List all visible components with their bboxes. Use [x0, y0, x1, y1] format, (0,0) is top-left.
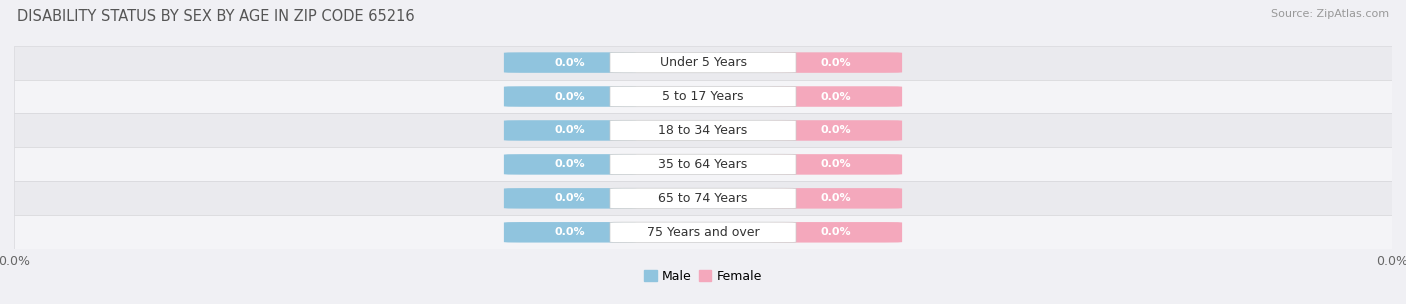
Text: DISABILITY STATUS BY SEX BY AGE IN ZIP CODE 65216: DISABILITY STATUS BY SEX BY AGE IN ZIP C… — [17, 9, 415, 24]
Text: 0.0%: 0.0% — [555, 126, 585, 136]
Text: 0.0%: 0.0% — [555, 159, 585, 169]
FancyBboxPatch shape — [503, 188, 636, 209]
Text: 0.0%: 0.0% — [821, 159, 851, 169]
FancyBboxPatch shape — [14, 46, 1392, 80]
FancyBboxPatch shape — [503, 52, 636, 73]
FancyBboxPatch shape — [14, 147, 1392, 181]
FancyBboxPatch shape — [770, 154, 903, 175]
Text: Source: ZipAtlas.com: Source: ZipAtlas.com — [1271, 9, 1389, 19]
Text: 18 to 34 Years: 18 to 34 Years — [658, 124, 748, 137]
Text: 0.0%: 0.0% — [821, 193, 851, 203]
FancyBboxPatch shape — [610, 120, 796, 141]
FancyBboxPatch shape — [770, 52, 903, 73]
FancyBboxPatch shape — [503, 120, 636, 141]
Text: 0.0%: 0.0% — [821, 57, 851, 67]
FancyBboxPatch shape — [770, 86, 903, 107]
Text: 0.0%: 0.0% — [821, 92, 851, 102]
FancyBboxPatch shape — [503, 222, 636, 243]
Text: 0.0%: 0.0% — [555, 57, 585, 67]
Text: 0.0%: 0.0% — [555, 92, 585, 102]
Text: Under 5 Years: Under 5 Years — [659, 56, 747, 69]
Text: 0.0%: 0.0% — [555, 227, 585, 237]
FancyBboxPatch shape — [610, 222, 796, 243]
FancyBboxPatch shape — [770, 188, 903, 209]
Text: 65 to 74 Years: 65 to 74 Years — [658, 192, 748, 205]
Text: 5 to 17 Years: 5 to 17 Years — [662, 90, 744, 103]
FancyBboxPatch shape — [610, 188, 796, 209]
FancyBboxPatch shape — [610, 154, 796, 174]
FancyBboxPatch shape — [503, 154, 636, 175]
Text: 75 Years and over: 75 Years and over — [647, 226, 759, 239]
Legend: Male, Female: Male, Female — [640, 265, 766, 288]
FancyBboxPatch shape — [14, 113, 1392, 147]
FancyBboxPatch shape — [14, 215, 1392, 249]
FancyBboxPatch shape — [770, 222, 903, 243]
Text: 0.0%: 0.0% — [555, 193, 585, 203]
FancyBboxPatch shape — [610, 52, 796, 73]
FancyBboxPatch shape — [770, 120, 903, 141]
FancyBboxPatch shape — [503, 86, 636, 107]
FancyBboxPatch shape — [610, 86, 796, 107]
Text: 0.0%: 0.0% — [821, 126, 851, 136]
Text: 0.0%: 0.0% — [821, 227, 851, 237]
FancyBboxPatch shape — [14, 181, 1392, 215]
Text: 35 to 64 Years: 35 to 64 Years — [658, 158, 748, 171]
FancyBboxPatch shape — [14, 80, 1392, 113]
